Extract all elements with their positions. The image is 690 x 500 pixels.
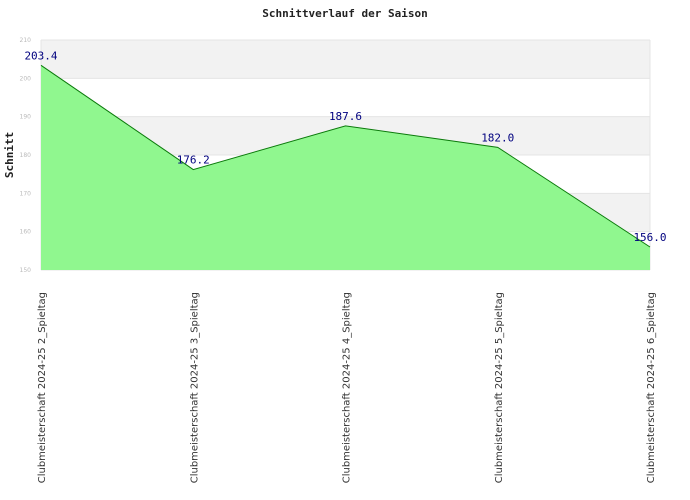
y-axis-ticks: 150 160 170 180 190 200 210 (20, 37, 32, 274)
plot-band (41, 78, 650, 117)
y-tick-label: 210 (20, 37, 32, 44)
x-tick-label: Clubmeisterschaft 2024-25 5_Spieltag (494, 292, 505, 483)
y-axis-label: Schnitt (3, 132, 16, 178)
data-label: 187.6 (329, 110, 362, 123)
x-tick-label: Clubmeisterschaft 2024-25 4_Spieltag (342, 292, 353, 483)
y-tick-label: 150 (20, 267, 32, 274)
data-label: 176.2 (177, 154, 210, 167)
plot-band (41, 40, 650, 79)
data-label: 182.0 (481, 131, 514, 144)
data-label: 156.0 (633, 231, 666, 244)
y-tick-label: 180 (20, 152, 32, 159)
area-fill (41, 65, 650, 270)
x-tick-label: Clubmeisterschaft 2024-25 3_Spieltag (189, 292, 200, 483)
x-tick-label: Clubmeisterschaft 2024-25 6_Spieltag (646, 292, 657, 483)
data-label: 203.4 (24, 49, 57, 62)
chart-title: Schnittverlauf der Saison (262, 7, 428, 20)
data-labels: 203.4 176.2 187.6 182.0 156.0 (24, 49, 666, 244)
y-tick-label: 190 (20, 114, 32, 121)
y-tick-label: 160 (20, 229, 32, 236)
y-tick-label: 200 (20, 75, 32, 82)
x-tick-label: Clubmeisterschaft 2024-25 2_Spieltag (37, 292, 48, 483)
y-tick-label: 170 (20, 190, 32, 197)
series-line (40, 64, 651, 248)
x-axis-ticks: Clubmeisterschaft 2024-25 2_Spieltag Club… (37, 292, 657, 483)
